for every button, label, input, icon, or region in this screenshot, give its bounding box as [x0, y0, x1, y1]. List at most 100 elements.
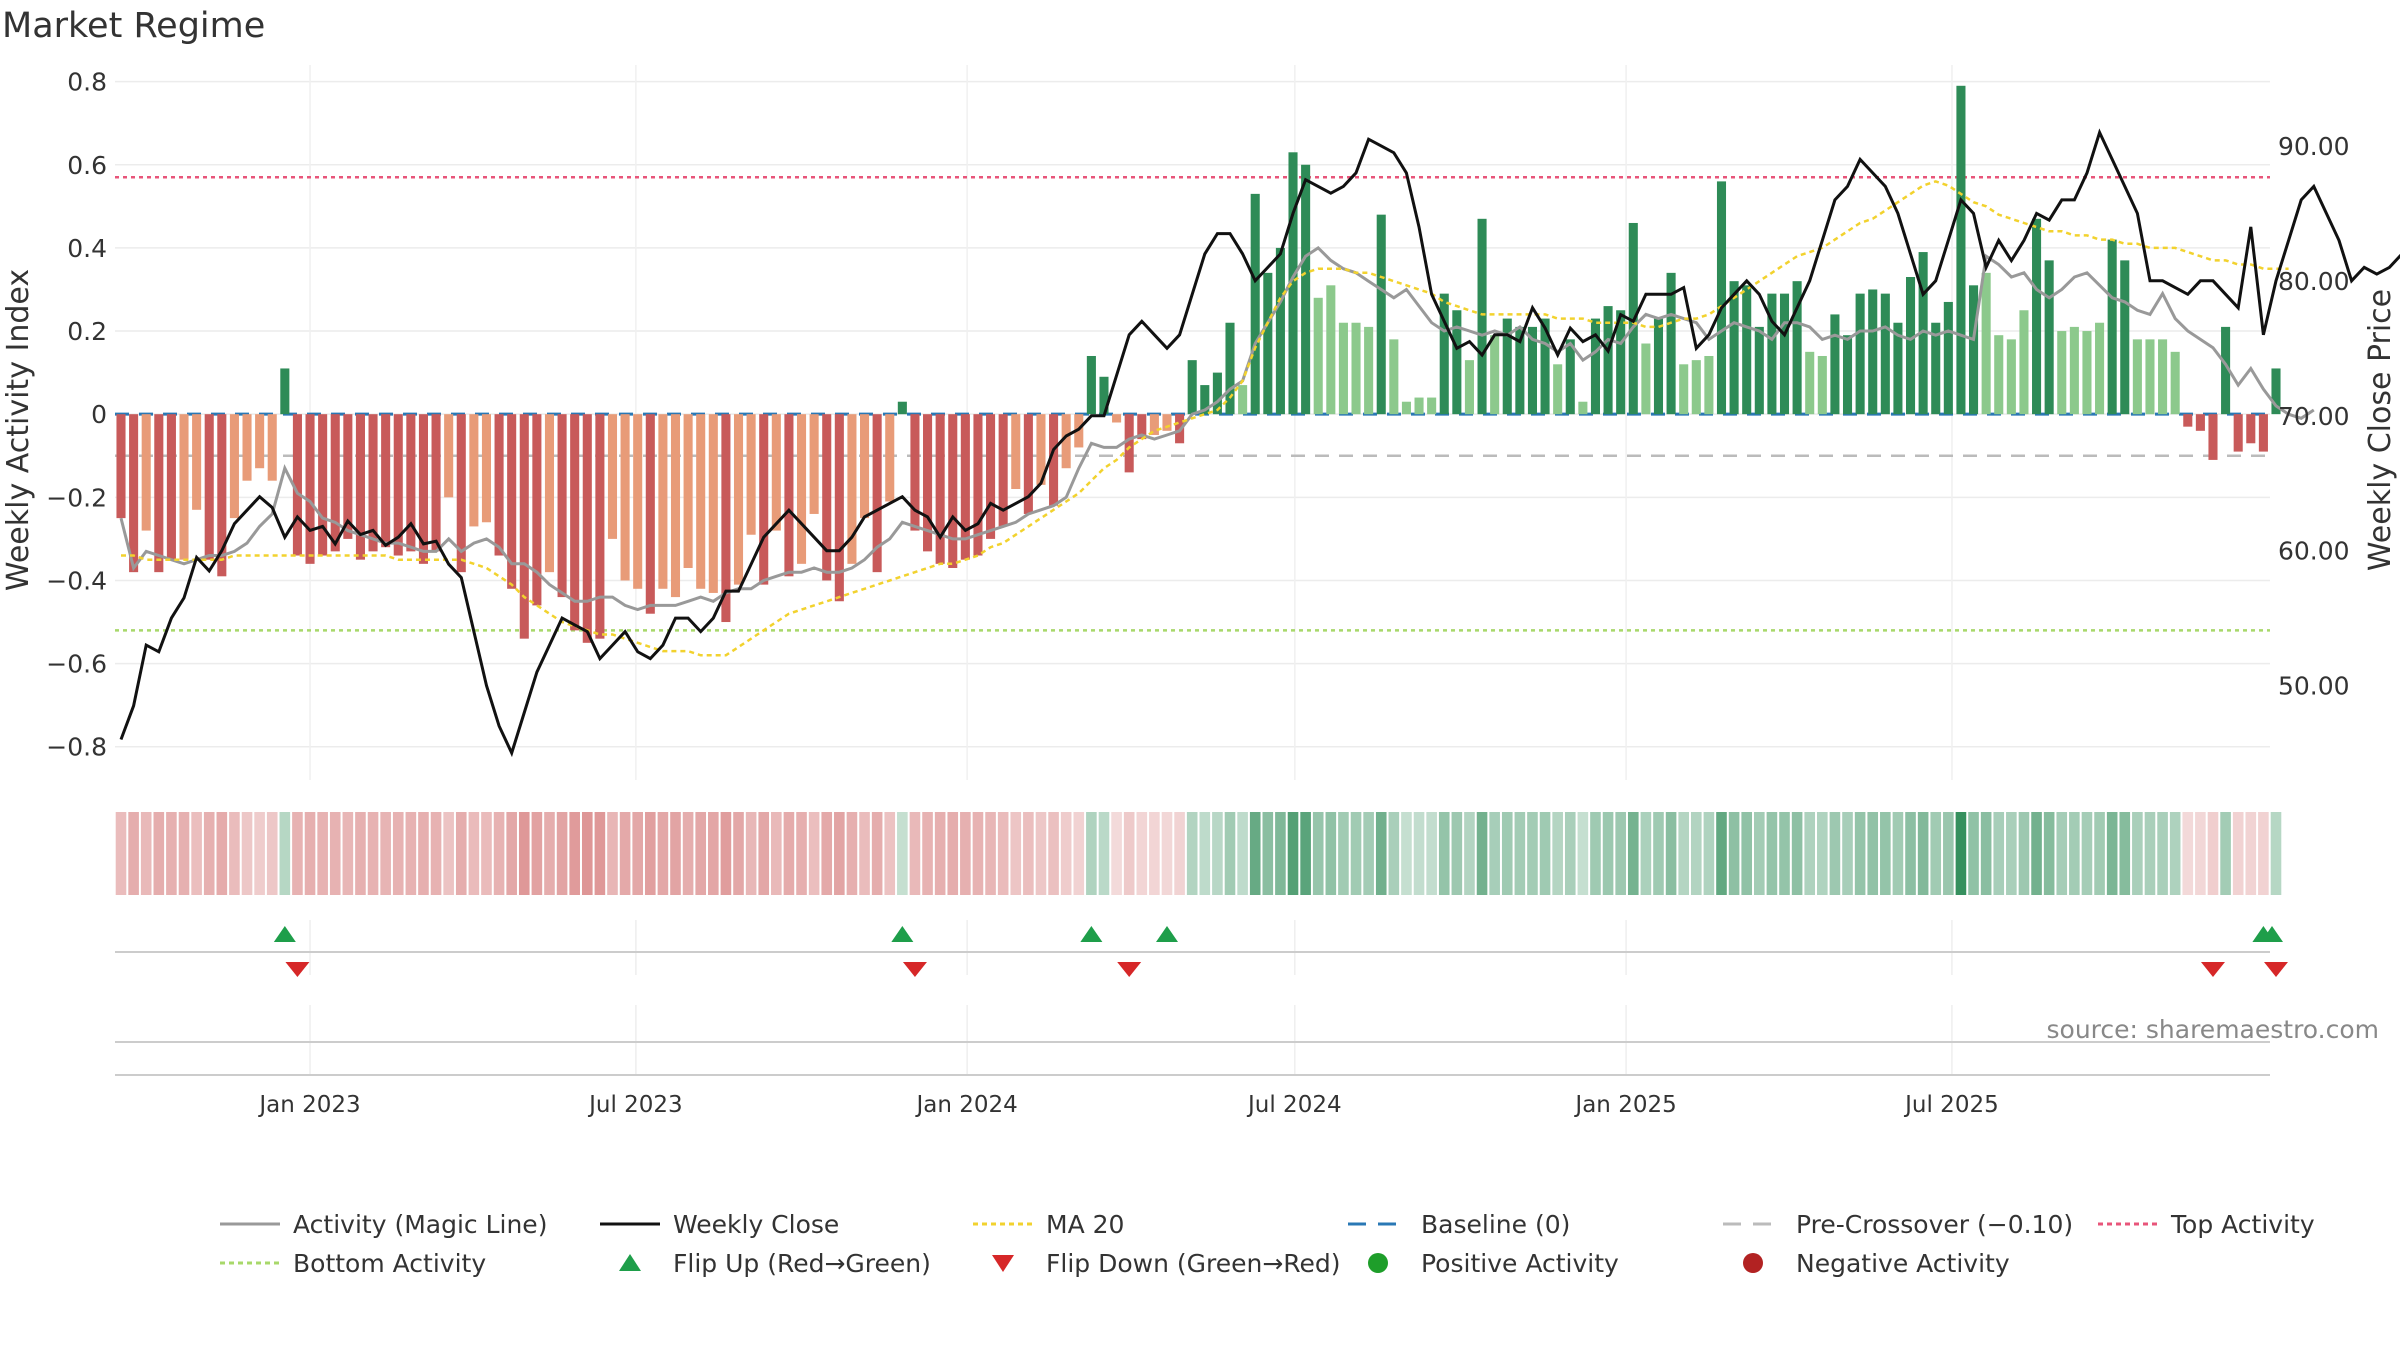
left-tick-label: −0.2	[46, 483, 107, 512]
regime-cell	[355, 812, 366, 895]
regime-cell	[695, 812, 707, 895]
regime-cell	[241, 812, 253, 895]
regime-cell	[670, 812, 681, 895]
regime-cell	[1590, 812, 1601, 895]
right-tick-label: 80.00	[2278, 267, 2350, 296]
activity-bar	[1830, 314, 1840, 415]
activity-bar	[1616, 310, 1626, 415]
regime-cell	[972, 812, 984, 895]
regime-cell	[960, 812, 971, 895]
activity-bar	[1124, 414, 1134, 473]
activity-bar	[1301, 164, 1311, 415]
activity-bar	[948, 414, 958, 568]
regime-cell	[1401, 812, 1412, 895]
activity-bar	[1263, 272, 1273, 415]
activity-bar	[192, 414, 202, 510]
activity-bar	[1389, 339, 1399, 415]
x-tick-label: Jan 2025	[1573, 1092, 1676, 1118]
regime-cell	[455, 812, 467, 895]
activity-bar	[1817, 355, 1827, 415]
regime-cell	[481, 812, 492, 895]
regime-cell	[178, 812, 190, 895]
activity-bar	[973, 414, 983, 556]
regime-cell	[203, 812, 215, 895]
regime-cell	[1363, 812, 1374, 895]
flip-up-marker	[273, 926, 296, 942]
x-tick-label: Jul 2023	[587, 1092, 683, 1118]
activity-bar	[204, 414, 214, 560]
activity-bar	[1452, 310, 1462, 415]
activity-bar	[960, 414, 970, 560]
regime-cell	[808, 812, 820, 895]
activity-bar	[318, 414, 328, 556]
legend-label: Positive Activity	[1421, 1249, 1619, 1278]
legend-label: Baseline (0)	[1421, 1210, 1570, 1239]
activity-bar	[1666, 272, 1676, 415]
legend-swatch	[1368, 1253, 1388, 1273]
regime-cell	[1136, 812, 1148, 895]
activity-bar	[1515, 326, 1525, 415]
activity-bar	[796, 414, 807, 564]
activity-bar	[1565, 339, 1575, 415]
activity-bar	[343, 414, 353, 539]
flip-up-marker	[1155, 926, 1178, 942]
activity-bar	[2158, 339, 2168, 415]
activity-bar	[1931, 322, 1941, 415]
regime-cell	[531, 812, 543, 895]
activity-bar	[494, 414, 504, 556]
legend-swatch	[1743, 1253, 1763, 1273]
activity-bar	[1969, 285, 1979, 415]
regime-cell	[1552, 812, 1563, 895]
legend-swatch	[992, 1255, 1014, 1272]
left-tick-label: 0.6	[67, 151, 107, 180]
left-tick-label: 0.4	[67, 234, 107, 263]
activity-bar	[1767, 293, 1777, 415]
activity-bar	[696, 414, 706, 589]
x-tick-label: Jul 2025	[1903, 1092, 1999, 1118]
right-tick-label: 90.00	[2278, 132, 2350, 161]
regime-cell	[2232, 812, 2244, 895]
x-tick-label: Jan 2023	[257, 1092, 360, 1118]
regime-cell	[934, 812, 946, 895]
activity-bar	[1553, 364, 1563, 415]
regime-cell	[1880, 812, 1891, 895]
activity-bar	[229, 414, 239, 519]
regime-cell	[1060, 812, 1072, 895]
activity-bar	[1288, 152, 1298, 415]
legend-label: Top Activity	[2170, 1210, 2315, 1239]
regime-cell	[1451, 812, 1463, 895]
regime-cell	[1438, 812, 1450, 895]
regime-cell	[430, 812, 442, 895]
regime-cell	[1287, 812, 1299, 895]
activity-bar	[166, 414, 176, 560]
regime-cell	[166, 812, 177, 895]
activity-bar	[1842, 335, 1853, 415]
regime-cell	[632, 812, 643, 895]
regime-cell	[292, 812, 303, 895]
flip-down-marker	[1117, 962, 1142, 977]
regime-cell	[1564, 812, 1576, 895]
regime-cell	[796, 812, 807, 895]
regime-cell	[1854, 812, 1866, 895]
legend: Activity (Magic Line) Weekly Close MA 20 Ba…	[220, 1210, 2315, 1278]
regime-cell	[771, 812, 782, 895]
regime-cell	[1754, 812, 1765, 895]
activity-bar	[1729, 281, 1739, 415]
activity-bar	[746, 414, 756, 535]
activity-bar	[116, 414, 126, 519]
activity-bar	[2032, 218, 2042, 415]
activity-bar	[2044, 260, 2054, 415]
activity-bar	[1137, 414, 1147, 440]
activity-bar	[860, 414, 870, 519]
regime-cell	[871, 812, 883, 895]
regime-cell	[720, 812, 732, 895]
activity-bar	[1704, 355, 1714, 415]
activity-bar	[1502, 318, 1512, 415]
activity-bar	[2069, 326, 2079, 415]
regime-cell	[758, 812, 770, 895]
regime-cell	[1098, 812, 1110, 895]
activity-bar	[469, 414, 479, 527]
legend-item-magic: Activity (Magic Line)	[220, 1210, 547, 1239]
activity-bar	[1540, 318, 1550, 415]
